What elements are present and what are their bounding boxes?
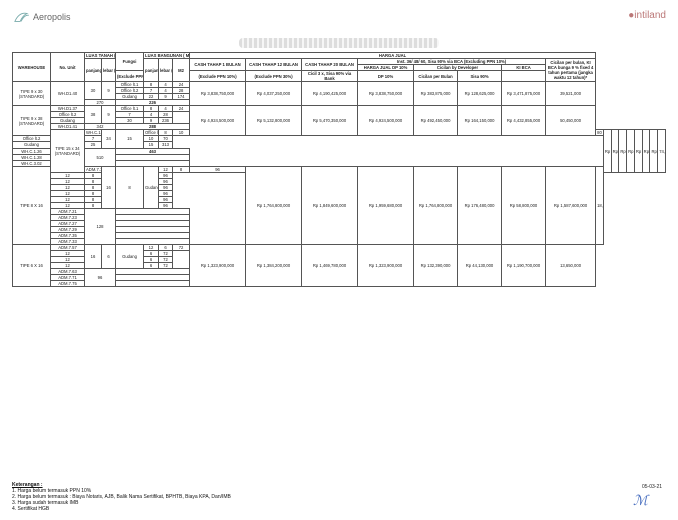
footer-notes: Keterangan : 1. Harga belum termasuk PPN… [12,482,231,512]
footer-n4: 4. Sertifikat HGB [12,506,49,512]
table-row: TIPE 6 X 16ADM.7.57166Gudang12672Rp 1,32… [13,245,666,251]
pricing-table: WAREHOUSENo. Unit LUAS TANAH ( M2 ) Fung… [12,52,666,287]
brand-right: ●intiland [628,10,666,21]
table-row: TIPE 9 x 30 (STANDARD)WH.D1.40309Office … [13,82,666,88]
table-row: WH.C.1.26510463 [13,148,666,154]
doc-date: 05-03-21 [642,484,662,490]
table-row: TIPE 9 x 38 (STANDARD)WH.D1.37389Office … [13,106,666,112]
brand-left: Aeropolis [12,10,71,24]
table-row: TIPE 8 X 16ADM.7.17168Gudang12896Rp 1,76… [13,166,666,172]
brand-left-text: Aeropolis [33,12,71,22]
signature-icon: ℳ [633,493,648,510]
brand-right-text: intiland [634,10,666,21]
leaf-icon [12,10,30,24]
watermark [239,38,439,48]
